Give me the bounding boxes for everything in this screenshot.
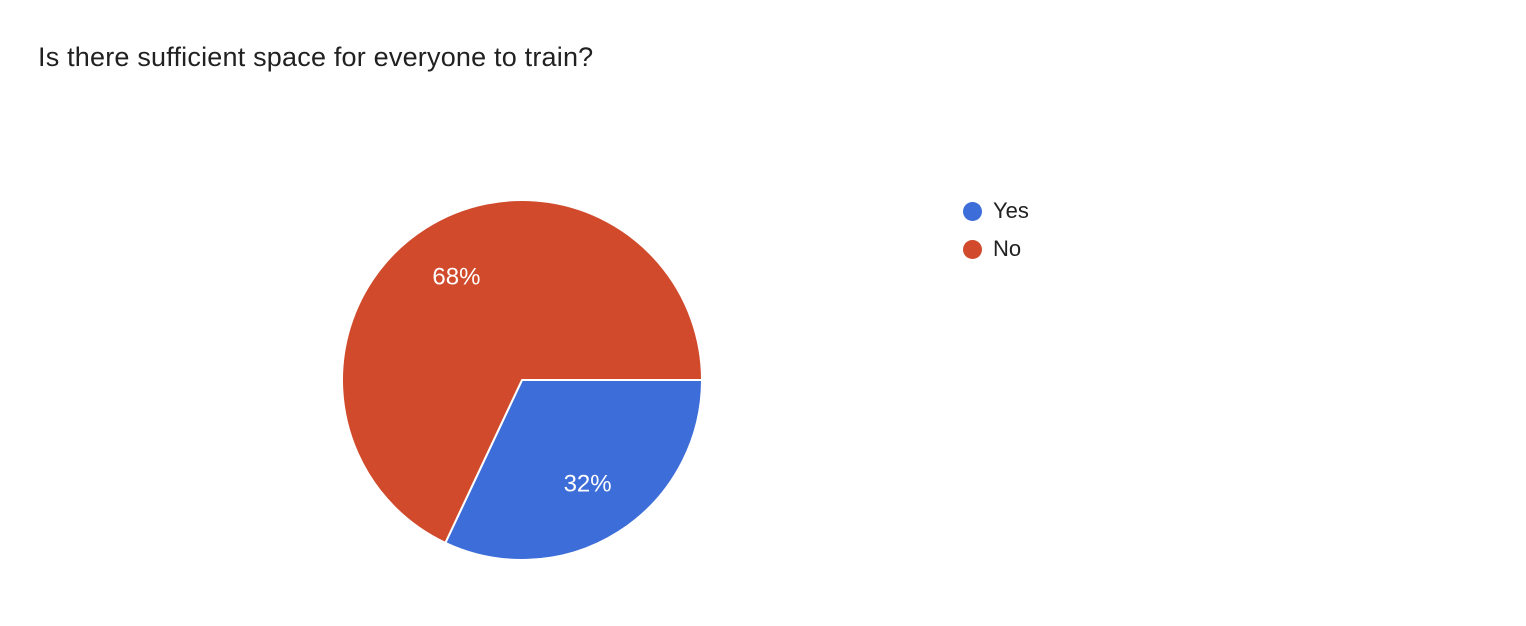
pie-chart: 32% 68% [341,199,703,561]
question-title: Is there sufficient space for everyone t… [38,42,594,72]
slice-label-no: 68% [432,264,480,291]
legend-swatch-icon [963,239,982,259]
legend-label: No [993,236,1022,261]
legend-swatch-icon [963,201,982,221]
pie-slice-no[interactable] [341,199,703,544]
legend-item-yes: Yes [963,197,1029,225]
slice-label-yes: 32% [564,470,612,497]
legend-label: Yes [993,198,1029,223]
pie-slice-yes[interactable] [444,379,703,561]
legend: Yes No [963,197,1029,263]
legend-item-no: No [963,235,1029,263]
